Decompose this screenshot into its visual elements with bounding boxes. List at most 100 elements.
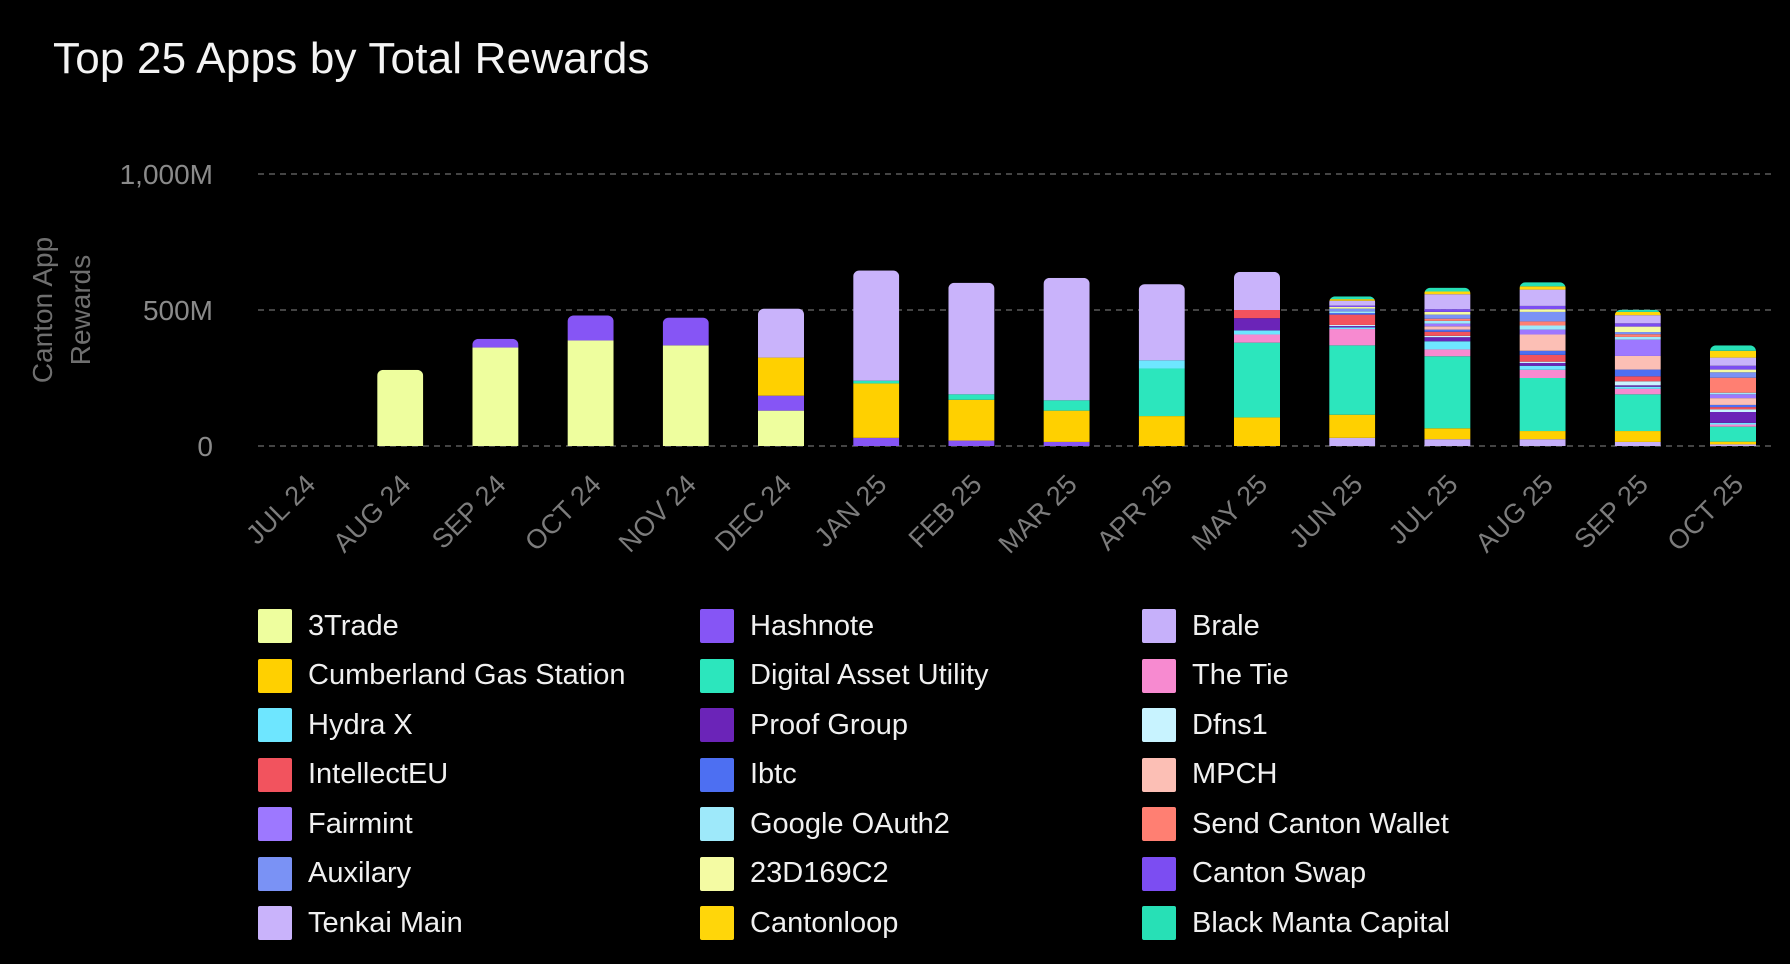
bar-segment[interactable]: Hydra X MAY 25: 15M xyxy=(1234,330,1280,335)
bar-segment[interactable]: Cantonloop AUG 25: 12M xyxy=(1519,286,1566,290)
bar-segment[interactable]: Black Manta Capital JUN 25: 10M xyxy=(1329,296,1376,300)
bar-segment[interactable]: Proof Group SEP 25: 5M xyxy=(1614,385,1661,387)
bar-segment[interactable]: Cantonloop JUN 25: 6M xyxy=(1329,299,1376,301)
bar-segment[interactable]: Hydra X APR 25: 30M xyxy=(1138,360,1185,369)
bar-segment[interactable]: The Tie JUL 25: 25M xyxy=(1424,349,1471,357)
bar-segment[interactable]: Auxilary SEP 25: 8M xyxy=(1614,332,1661,335)
bar-segment[interactable]: Brale AUG 25: 25M xyxy=(1519,439,1566,446)
bar-segment[interactable]: Black Manta Capital SEP 25: 8M xyxy=(1614,309,1661,312)
bar-segment[interactable]: Digital Asset Utility OCT 25: 55M xyxy=(1710,426,1756,442)
bar-stack[interactable]: 3Trade OCT 24: 388MHashnote OCT 24: 92M xyxy=(567,315,614,446)
bar-segment[interactable]: Fairmint SEP 25: 60M xyxy=(1614,339,1661,356)
bar-segment[interactable]: Hashnote SEP 24: 32M xyxy=(472,338,519,348)
legend-item[interactable]: IntellectEU xyxy=(258,757,448,793)
bar-segment[interactable]: Dfns1 OCT 25: 10M xyxy=(1710,409,1756,412)
bar-segment[interactable]: Hydra X JUL 25: 30M xyxy=(1424,341,1471,350)
bar-segment[interactable]: 3Trade OCT 24: 388M xyxy=(567,340,614,446)
bar-segment[interactable]: MPCH OCT 25: 25M xyxy=(1710,398,1756,405)
bar-segment[interactable]: Ibtc AUG 25: 15M xyxy=(1519,350,1566,355)
bar-segment[interactable]: 23D169C2 JUL 25: 10M xyxy=(1424,311,1471,315)
bar-stack[interactable]: Hashnote JAN 25: 30MCumberland Gas Stati… xyxy=(853,270,900,446)
bar-segment[interactable]: Tenkai Main OCT 25: 30M xyxy=(1710,357,1756,366)
bar-segment[interactable]: Dfns1 JUN 25: 4M xyxy=(1329,324,1376,327)
bar-segment[interactable]: Tenkai Main SEP 25: 30M xyxy=(1614,315,1661,324)
legend-item[interactable]: Auxilary xyxy=(258,856,411,892)
legend-item[interactable]: Dfns1 xyxy=(1142,707,1268,743)
legend-item[interactable]: Canton Swap xyxy=(1142,856,1366,892)
bar-segment[interactable]: Canton Swap SEP 25: 12M xyxy=(1614,323,1661,327)
bar-segment[interactable]: The Tie SEP 25: 20M xyxy=(1614,388,1661,395)
bar-segment[interactable]: Black Manta Capital OCT 25: 20M xyxy=(1710,345,1756,351)
bar-stack[interactable]: Brale SEP 25: 15MCumberland Gas Station … xyxy=(1614,309,1661,446)
bar-segment[interactable]: 23D169C2 SEP 25: 20M xyxy=(1614,326,1661,333)
bar-segment[interactable]: Proof Group JUN 25: 5M xyxy=(1329,326,1376,328)
bar-segment[interactable]: Digital Asset Utility AUG 25: 195M xyxy=(1519,378,1566,432)
bar-stack[interactable]: Cumberland Gas Station APR 25: 110MDigit… xyxy=(1138,284,1185,446)
bar-segment[interactable]: Dfns1 SEP 25: 15M xyxy=(1614,381,1661,386)
bar-segment[interactable]: Brale OCT 25: 6M xyxy=(1710,444,1756,446)
bar-segment[interactable]: Tenkai Main JUN 25: 18M xyxy=(1329,300,1376,306)
bar-segment[interactable]: Digital Asset Utility APR 25: 175M xyxy=(1138,368,1185,417)
bar-stack[interactable]: Brale AUG 25: 25MCumberland Gas Station … xyxy=(1519,282,1566,446)
bar-segment[interactable]: Hydra X JUN 25: 6M xyxy=(1329,327,1376,330)
bar-stack[interactable]: Brale JUL 25: 25MCumberland Gas Station … xyxy=(1424,287,1471,446)
bar-segment[interactable]: Cumberland Gas Station SEP 25: 40M xyxy=(1614,431,1661,442)
bar-segment[interactable]: Brale JUN 25: 30M xyxy=(1329,437,1376,446)
bar-segment[interactable]: Cumberland Gas Station MAR 25: 115M xyxy=(1043,410,1090,442)
bar-stack[interactable]: 3Trade AUG 24: 280M xyxy=(377,369,424,446)
bar-segment[interactable]: Hashnote OCT 24: 92M xyxy=(567,315,614,341)
bar-segment[interactable]: Hashnote JAN 25: 30M xyxy=(853,437,900,446)
bar-segment[interactable]: Fairmint JUL 25: 10M xyxy=(1424,323,1471,327)
bar-segment[interactable]: Tenkai Main FEB 25: 410M xyxy=(948,282,995,395)
bar-segment[interactable]: Hydra X AUG 25: 15M xyxy=(1519,365,1566,370)
bar-segment[interactable]: Google OAuth2 SEP 25: 10M xyxy=(1614,336,1661,340)
bar-segment[interactable]: Google OAuth2 JUL 25: 10M xyxy=(1424,320,1471,324)
bar-segment[interactable]: Proof Group JUL 25: 15M xyxy=(1424,337,1471,342)
bar-segment[interactable]: Hashnote NOV 24: 102M xyxy=(662,317,709,346)
bar-segment[interactable]: Tenkai Main AUG 25: 60M xyxy=(1519,289,1566,306)
bar-segment[interactable]: Ibtc SEP 25: 25M xyxy=(1614,369,1661,377)
bar-segment[interactable]: MPCH SEP 25: 50M xyxy=(1614,355,1661,370)
bar-segment[interactable]: Cumberland Gas Station APR 25: 110M xyxy=(1138,416,1185,446)
bar-segment[interactable]: Ibtc JUL 25: 8M xyxy=(1424,329,1471,332)
bar-segment[interactable]: Hydra X OCT 25: 6M xyxy=(1710,422,1756,425)
bar-segment[interactable]: Digital Asset Utility JAN 25: 10M xyxy=(853,380,900,384)
bar-segment[interactable]: Cumberland Gas Station OCT 25: 10M xyxy=(1710,441,1756,445)
bar-segment[interactable]: Google OAuth2 JUN 25: 6M xyxy=(1329,311,1376,313)
bar-segment[interactable]: Digital Asset Utility JUN 25: 255M xyxy=(1329,345,1376,415)
bar-segment[interactable]: Cumberland Gas Station JUL 25: 40M xyxy=(1424,428,1471,440)
legend-item[interactable]: Cumberland Gas Station xyxy=(258,658,626,694)
bar-segment[interactable]: Tenkai Main DEC 24: 180M xyxy=(758,308,804,358)
bar-segment[interactable]: 23D169C2 JUN 25: 6M xyxy=(1329,307,1376,309)
legend-item[interactable]: Send Canton Wallet xyxy=(1142,806,1449,842)
bar-segment[interactable]: Black Manta Capital AUG 25: 15M xyxy=(1519,282,1566,287)
bar-segment[interactable]: Digital Asset Utility MAY 25: 275M xyxy=(1234,342,1280,418)
bar-segment[interactable]: Tenkai Main MAY 25: 140M xyxy=(1234,271,1280,310)
bar-segment[interactable]: Canton Swap OCT 25: 14M xyxy=(1710,365,1756,370)
bar-segment[interactable]: The Tie AUG 25: 30M xyxy=(1519,369,1566,378)
legend-item[interactable]: Fairmint xyxy=(258,806,413,842)
bar-segment[interactable]: Digital Asset Utility FEB 25: 20M xyxy=(948,394,995,400)
bar-segment[interactable]: Hashnote MAR 25: 15M xyxy=(1043,441,1090,446)
bar-segment[interactable]: The Tie MAY 25: 30M xyxy=(1234,334,1280,343)
bar-stack[interactable]: 3Trade DEC 24: 130MHashnote DEC 24: 55MC… xyxy=(758,308,804,446)
bar-segment[interactable]: Brale SEP 25: 15M xyxy=(1614,441,1661,446)
legend-item[interactable]: Proof Group xyxy=(700,707,908,743)
bar-segment[interactable]: IntellectEU JUN 25: 38M xyxy=(1329,314,1376,325)
bar-stack[interactable]: 3Trade NOV 24: 370MHashnote NOV 24: 102M xyxy=(662,317,709,446)
bar-segment[interactable]: Canton Swap JUL 25: 10M xyxy=(1424,309,1471,312)
legend-item[interactable]: Black Manta Capital xyxy=(1142,905,1450,941)
bar-segment[interactable]: Fairmint AUG 25: 18M xyxy=(1519,329,1566,335)
legend-item[interactable]: Cantonloop xyxy=(700,905,898,941)
legend-item[interactable]: MPCH xyxy=(1142,757,1277,793)
bar-segment[interactable]: Cumberland Gas Station JUN 25: 85M xyxy=(1329,414,1376,438)
legend-item[interactable]: 23D169C2 xyxy=(700,856,889,892)
bar-segment[interactable]: Cantonloop OCT 25: 25M xyxy=(1710,350,1756,358)
bar-segment[interactable]: MPCH AUG 25: 60M xyxy=(1519,334,1566,351)
legend-item[interactable]: Hashnote xyxy=(700,608,874,644)
bar-segment[interactable]: The Tie OCT 25: 8M xyxy=(1710,424,1756,427)
legend-item[interactable]: Ibtc xyxy=(700,757,797,793)
bar-segment[interactable]: Auxilary OCT 25: 20M xyxy=(1710,372,1756,378)
bar-segment[interactable]: Proof Group AUG 25: 10M xyxy=(1519,363,1566,366)
bar-segment[interactable]: Auxilary JUL 25: 15M xyxy=(1424,314,1471,319)
